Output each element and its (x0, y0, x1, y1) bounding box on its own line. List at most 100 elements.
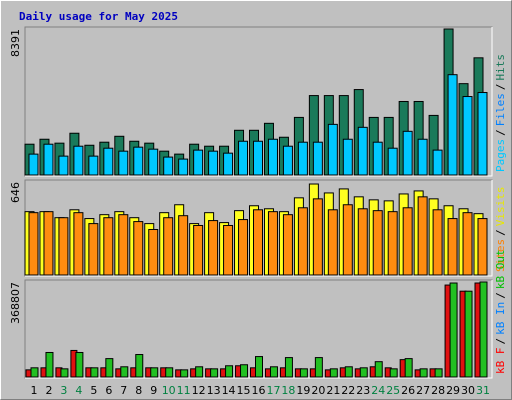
bar (133, 146, 144, 176)
bar (88, 223, 99, 276)
bar (43, 211, 54, 276)
legend-separator: / (494, 129, 507, 136)
bar (178, 158, 189, 176)
bar (163, 156, 174, 176)
bar (297, 141, 308, 176)
bar (464, 290, 473, 378)
plot-edge (25, 180, 493, 277)
x-tick-label: 28 (431, 384, 445, 397)
bar (253, 209, 263, 276)
bar (479, 281, 488, 378)
bar (282, 214, 293, 276)
x-tick-label: 23 (356, 384, 370, 397)
bar (434, 368, 443, 378)
bar (402, 130, 413, 176)
x-tick-label: 8 (135, 384, 142, 397)
legend-entry: Files (494, 93, 507, 126)
x-tick-label: 6 (105, 384, 112, 397)
bar (357, 126, 368, 176)
bar (432, 209, 443, 276)
plot-edge (25, 27, 493, 177)
x-tick-label: 5 (90, 384, 97, 397)
bar (90, 367, 99, 378)
bar (75, 351, 84, 378)
bar (389, 368, 398, 378)
bar (449, 282, 458, 378)
bar (148, 229, 159, 276)
bar (462, 212, 473, 276)
bar (150, 367, 159, 378)
bar (372, 141, 383, 176)
bar (103, 217, 114, 276)
bar (225, 365, 234, 378)
bar (165, 367, 174, 378)
bar (267, 211, 278, 276)
bar (327, 123, 338, 176)
x-tick-label: 13 (207, 384, 221, 397)
bar (357, 208, 368, 276)
bar (88, 155, 99, 176)
bar (329, 368, 338, 378)
bar (163, 217, 174, 276)
legend-entry: Visits (494, 187, 507, 227)
bar (238, 140, 249, 176)
bar (372, 210, 383, 276)
bar (462, 96, 473, 176)
bar (269, 366, 278, 378)
bar (73, 212, 84, 276)
bar (58, 155, 69, 176)
bar (103, 147, 114, 176)
bar (223, 224, 234, 276)
x-tick-label: 22 (341, 384, 355, 397)
bar (387, 211, 398, 276)
x-tick-label: 11 (177, 384, 191, 397)
x-tick-label: 26 (401, 384, 415, 397)
bar (417, 196, 428, 276)
bar (342, 204, 353, 276)
bar (43, 143, 54, 176)
x-tick-label: 10 (162, 384, 176, 397)
y-max-label: 8391 (9, 29, 22, 57)
bar (417, 138, 428, 176)
legend-entry: Hits (494, 54, 507, 81)
bar (344, 366, 353, 378)
bar (267, 138, 278, 176)
bar (282, 145, 293, 176)
bar (148, 148, 159, 176)
legend-entry: kB Out (494, 249, 507, 289)
legend-separator: / (494, 84, 507, 91)
bar (180, 369, 189, 378)
x-tick-label: 30 (461, 384, 475, 397)
bar (58, 217, 69, 276)
bar (135, 354, 144, 378)
x-tick-label: 15 (237, 384, 251, 397)
legend: Pages / Files / Hits (494, 54, 507, 172)
x-tick-label: 21 (326, 384, 340, 397)
bar (193, 224, 204, 276)
legend-separator: / (494, 292, 507, 299)
x-tick-label: 7 (120, 384, 127, 397)
bar (118, 150, 129, 176)
bar (240, 364, 249, 378)
legend-entry: Pages (494, 139, 507, 172)
bar (30, 367, 39, 378)
bar (387, 147, 398, 176)
bar (342, 138, 353, 176)
legend: kB F / kB In / kB Out (494, 249, 507, 374)
bar (210, 368, 219, 378)
bar (193, 149, 204, 176)
x-tick-label: 12 (192, 384, 206, 397)
x-tick-label: 14 (222, 384, 236, 397)
bar (327, 209, 338, 276)
x-tick-label: 3 (60, 384, 67, 397)
bar (238, 219, 249, 276)
x-tick-label: 17 (266, 384, 280, 397)
bar (118, 214, 129, 276)
y-max-label: 368807 (9, 282, 22, 324)
bar (447, 218, 458, 276)
x-tick-label: 19 (296, 384, 310, 397)
bar (133, 221, 144, 276)
x-tick-label: 9 (150, 384, 157, 397)
